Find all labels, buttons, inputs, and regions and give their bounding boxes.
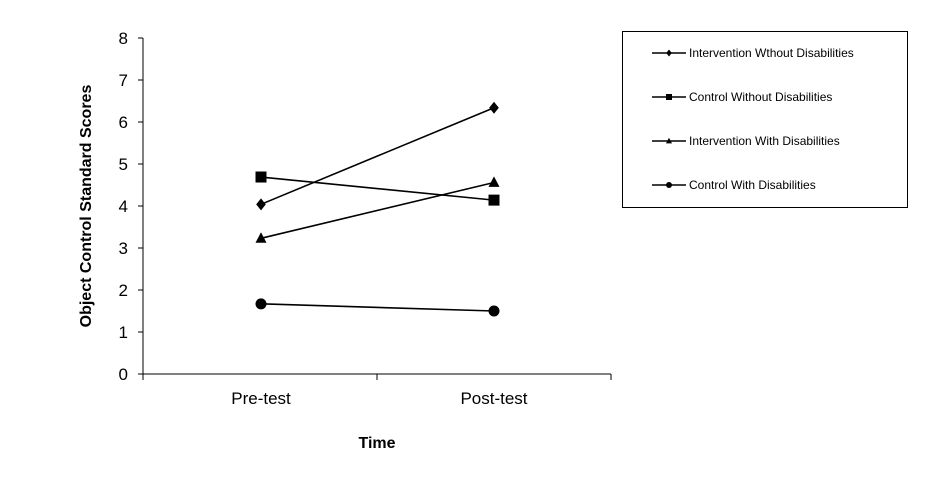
legend-item: Control With Disabilities: [652, 178, 816, 192]
y-tick-label: 4: [119, 197, 128, 216]
square-marker: [488, 194, 500, 206]
square-marker: [255, 171, 267, 183]
circle-marker: [255, 298, 267, 310]
circle-marker: [488, 305, 500, 317]
x-axis-label: Time: [358, 435, 395, 452]
y-tick-label: 2: [119, 281, 128, 300]
y-tick-label: 3: [119, 239, 128, 258]
y-tick-label: 1: [119, 323, 128, 342]
legend-box: [622, 31, 908, 208]
series-2: [255, 176, 500, 243]
legend-label: Intervention With Disabilities: [689, 134, 840, 148]
triangle-marker: [666, 137, 672, 144]
legend-label: Intervention Wthout Disabilities: [689, 46, 854, 60]
legend-item: Control Without Disabilities: [652, 90, 832, 104]
series-line: [260, 106, 495, 206]
diamond-marker: [666, 49, 672, 57]
diamond-marker: [256, 198, 266, 211]
series-line: [260, 176, 495, 201]
y-tick-label: 0: [119, 365, 128, 384]
x-tick-label: Pre-test: [231, 389, 291, 408]
series-line: [260, 303, 495, 312]
y-tick-label: 7: [119, 71, 128, 90]
diamond-marker: [489, 101, 499, 114]
legend-label: Control With Disabilities: [689, 178, 816, 192]
circle-marker: [666, 182, 672, 188]
y-tick-label: 6: [119, 113, 128, 132]
series-line: [260, 181, 495, 240]
y-tick-label: 5: [119, 155, 128, 174]
square-marker: [666, 94, 672, 100]
triangle-marker: [255, 232, 267, 243]
series-1: [255, 171, 500, 206]
legend-item: Intervention Wthout Disabilities: [652, 46, 854, 60]
x-tick-label: Post-test: [460, 389, 527, 408]
series-0: [256, 101, 499, 211]
y-axis-label: Object Control Standard Scores: [78, 85, 95, 328]
legend-item: Intervention With Disabilities: [652, 134, 840, 148]
series-3: [255, 298, 500, 317]
triangle-marker: [488, 176, 500, 187]
y-tick-label: 8: [119, 29, 128, 48]
legend-label: Control Without Disabilities: [689, 90, 832, 104]
